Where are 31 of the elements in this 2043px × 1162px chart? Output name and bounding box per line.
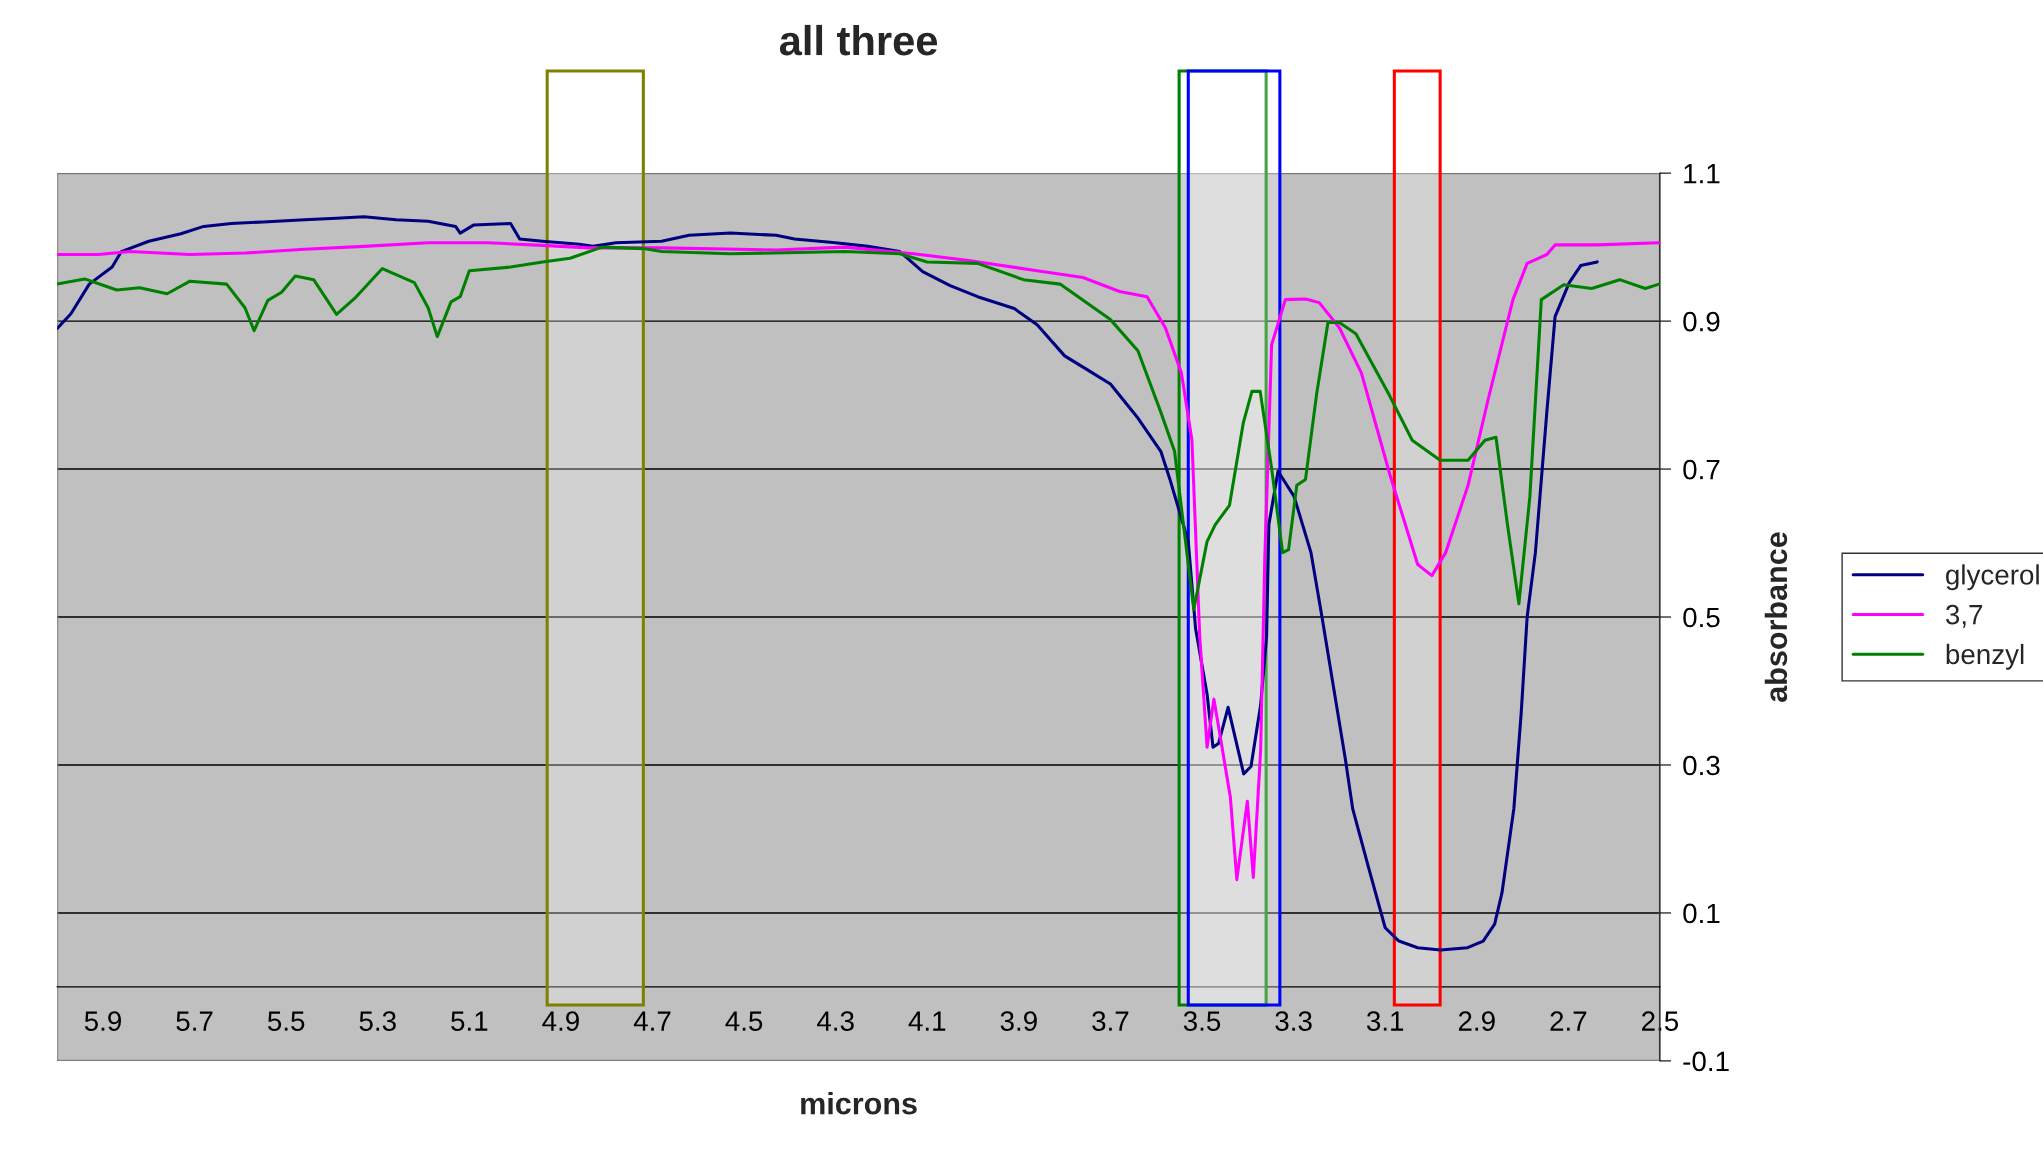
legend-label: benzyl (1946, 643, 2024, 670)
x-tick-label: 5.7 (176, 1011, 213, 1031)
x-tick-label: 5.9 (84, 1011, 121, 1031)
x-tick-label: 3.3 (1275, 1011, 1312, 1031)
chart-title: all three (779, 24, 938, 56)
x-tick-label: 3.5 (1183, 1011, 1221, 1031)
x-tick-label: 5.3 (359, 1011, 396, 1031)
x-tick-label: 5.1 (451, 1011, 488, 1031)
x-axis-title: microns (801, 1091, 917, 1115)
y-axis-title: absorbance (1764, 532, 1788, 702)
y-tick-label: 0.3 (1683, 755, 1720, 776)
x-tick-label: 4.5 (725, 1011, 763, 1031)
x-tick-label: 4.7 (633, 1011, 671, 1031)
y-tick-label: 0.5 (1683, 607, 1720, 628)
x-tick-label: 4.1 (908, 1011, 946, 1031)
y-tick-label: 0.7 (1683, 459, 1720, 480)
x-tick-label: 4.3 (817, 1011, 854, 1031)
x-tick-label: 2.9 (1458, 1011, 1495, 1031)
x-tick-label: 5.5 (267, 1011, 305, 1031)
x-tick-label: 3.1 (1366, 1011, 1404, 1031)
x-tick-label: 2.7 (1550, 1011, 1587, 1031)
legend-label: 3,7 (1945, 604, 1983, 628)
y-tick-label: 0.9 (1683, 311, 1720, 332)
y-tick-label: 0.1 (1683, 903, 1720, 924)
y-tick-label: 1.1 (1684, 164, 1720, 184)
x-tick-label: 3.7 (1092, 1011, 1129, 1031)
x-tick-label: 3.9 (1000, 1011, 1037, 1031)
y-tick-label: -0.1 (1683, 1051, 1729, 1072)
line-series (57, 215, 1599, 952)
legend-label: glycerol (1946, 564, 2039, 591)
x-tick-label: 4.9 (542, 1011, 579, 1031)
